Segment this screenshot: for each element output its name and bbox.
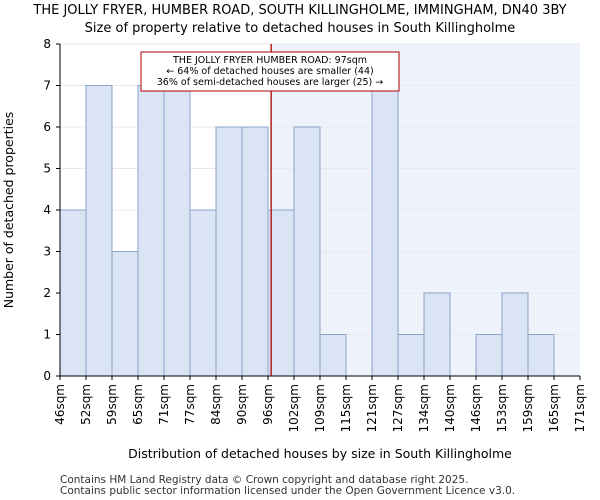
chart-title: THE JOLLY FRYER, HUMBER ROAD, SOUTH KILL… xyxy=(33,3,567,18)
x-tick-label-46sqm: 46sqm xyxy=(53,384,67,425)
annotation-box xyxy=(140,51,400,92)
bar-109sqm xyxy=(319,334,347,377)
footer-line-2: Contains public sector information licen… xyxy=(60,485,516,497)
y-axis-title: Number of detached properties xyxy=(1,112,16,309)
bar-146sqm xyxy=(475,334,503,377)
x-tick-label-140sqm: 140sqm xyxy=(443,384,457,432)
y-tick-label-7: 7 xyxy=(43,79,51,93)
x-tick-label-159sqm: 159sqm xyxy=(521,384,535,432)
x-tick-label-171sqm: 171sqm xyxy=(573,384,587,432)
bar-65sqm xyxy=(137,85,165,377)
bar-134sqm xyxy=(423,292,451,377)
bar-71sqm xyxy=(163,85,191,377)
bar-46sqm xyxy=(59,209,87,377)
chart-subtitle: Size of property relative to detached ho… xyxy=(84,21,516,36)
bar-52sqm xyxy=(85,85,113,377)
bar-159sqm xyxy=(527,334,555,377)
y-tick-label-6: 6 xyxy=(43,120,51,134)
x-tick-label-109sqm: 109sqm xyxy=(313,384,327,432)
bar-59sqm xyxy=(111,251,139,377)
x-tick-label-84sqm: 84sqm xyxy=(209,384,223,425)
y-tick-label-5: 5 xyxy=(43,162,51,176)
x-tick-label-71sqm: 71sqm xyxy=(157,384,171,425)
x-tick-label-115sqm: 115sqm xyxy=(339,384,353,432)
x-tick-label-59sqm: 59sqm xyxy=(105,384,119,425)
x-tick-label-52sqm: 52sqm xyxy=(79,384,93,425)
x-tick-label-96sqm: 96sqm xyxy=(261,384,275,425)
annotation-line-1: THE JOLLY FRYER HUMBER ROAD: 97sqm xyxy=(172,55,367,66)
annotation-line-3: 36% of semi-detached houses are larger (… xyxy=(157,77,384,88)
x-axis-title: Distribution of detached houses by size … xyxy=(128,446,512,461)
bar-77sqm xyxy=(189,209,217,377)
annotation-line-2: ← 64% of detached houses are smaller (44… xyxy=(166,66,373,77)
footer-line-1: Contains HM Land Registry data © Crown c… xyxy=(60,474,469,486)
y-tick-label-4: 4 xyxy=(43,203,51,217)
x-tick-label-153sqm: 153sqm xyxy=(495,384,509,432)
y-tick-label-0: 0 xyxy=(43,369,51,383)
bar-127sqm xyxy=(397,334,425,377)
x-tick-label-90sqm: 90sqm xyxy=(235,384,249,425)
bar-90sqm xyxy=(241,126,269,377)
x-tick-label-146sqm: 146sqm xyxy=(469,384,483,432)
x-tick-label-165sqm: 165sqm xyxy=(547,384,561,432)
y-tick-label-1: 1 xyxy=(43,328,51,342)
y-tick-label-3: 3 xyxy=(43,245,51,259)
y-tick-label-2: 2 xyxy=(43,286,51,300)
x-tick-label-127sqm: 127sqm xyxy=(391,384,405,432)
bar-153sqm xyxy=(501,292,529,377)
bar-102sqm xyxy=(293,126,321,377)
y-tick-label-8: 8 xyxy=(43,37,51,51)
x-tick-label-134sqm: 134sqm xyxy=(417,384,431,432)
x-tick-label-102sqm: 102sqm xyxy=(287,384,301,432)
x-tick-label-77sqm: 77sqm xyxy=(183,384,197,425)
bar-84sqm xyxy=(215,126,243,377)
bar-96sqm xyxy=(267,209,295,377)
x-tick-label-65sqm: 65sqm xyxy=(131,384,145,425)
x-tick-label-121sqm: 121sqm xyxy=(365,384,379,432)
bar-121sqm xyxy=(371,85,399,377)
